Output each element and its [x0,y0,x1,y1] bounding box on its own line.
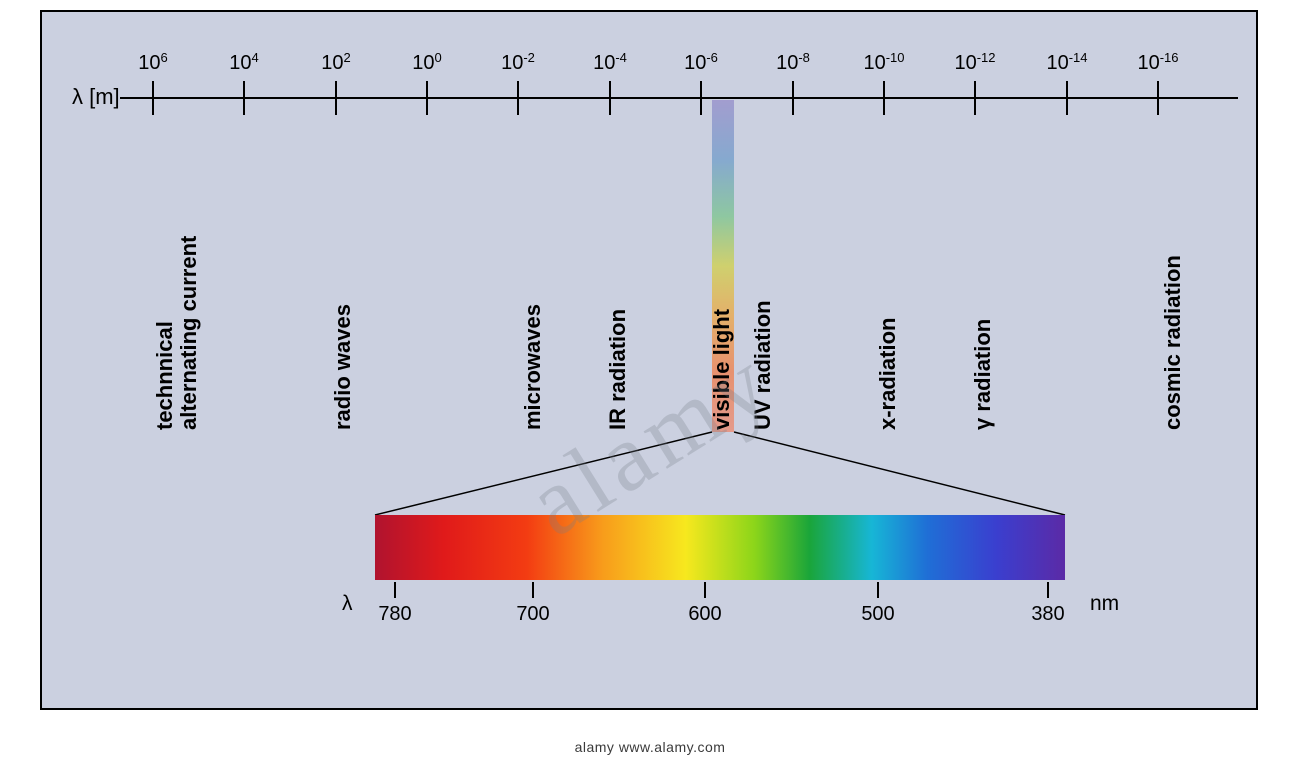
em-spectrum-svg: λ [m] 106 104 102 100 10-2 10-4 10-6 10-8 10-10 10… [0,0,1300,761]
svg-text:10-16: 10-16 [1137,50,1178,75]
svg-text:cosmic radiation: cosmic radiation [1160,255,1185,430]
svg-text:102: 102 [321,50,350,75]
svg-text:IR radiation: IR radiation [605,309,630,430]
svg-text:104: 104 [229,50,258,75]
svg-text:10-2: 10-2 [501,50,535,75]
svg-text:x-radiation: x-radiation [875,318,900,430]
svg-text:γ radiation: γ radiation [970,319,995,430]
svg-text:106: 106 [138,50,167,75]
svg-text:10-6: 10-6 [684,50,718,75]
svg-text:microwaves: microwaves [520,304,545,430]
svg-text:visible light: visible light [709,308,734,430]
svg-text:10-8: 10-8 [776,50,810,75]
svg-text:600: 600 [688,603,721,625]
svg-text:10-14: 10-14 [1046,50,1087,75]
svg-text:10-10: 10-10 [863,50,904,75]
svg-text:780: 780 [378,603,411,625]
svg-text:nm: nm [1090,592,1119,615]
svg-text:500: 500 [861,603,894,625]
svg-text:100: 100 [412,50,441,75]
svg-text:UV radiation: UV radiation [750,300,775,430]
svg-text:700: 700 [516,603,549,625]
svg-text:10-4: 10-4 [593,50,627,75]
svg-text:380: 380 [1031,603,1064,625]
svg-text:radio waves: radio waves [330,304,355,430]
footer-attribution: alamy www.alamy.com [575,739,726,755]
svg-text:10-12: 10-12 [954,50,995,75]
svg-text:λ: λ [342,592,353,615]
svg-text:λ [m]: λ [m] [72,84,120,109]
svg-text:alternating current: alternating current [176,235,201,430]
svg-text:technnical: technnical [152,321,177,430]
